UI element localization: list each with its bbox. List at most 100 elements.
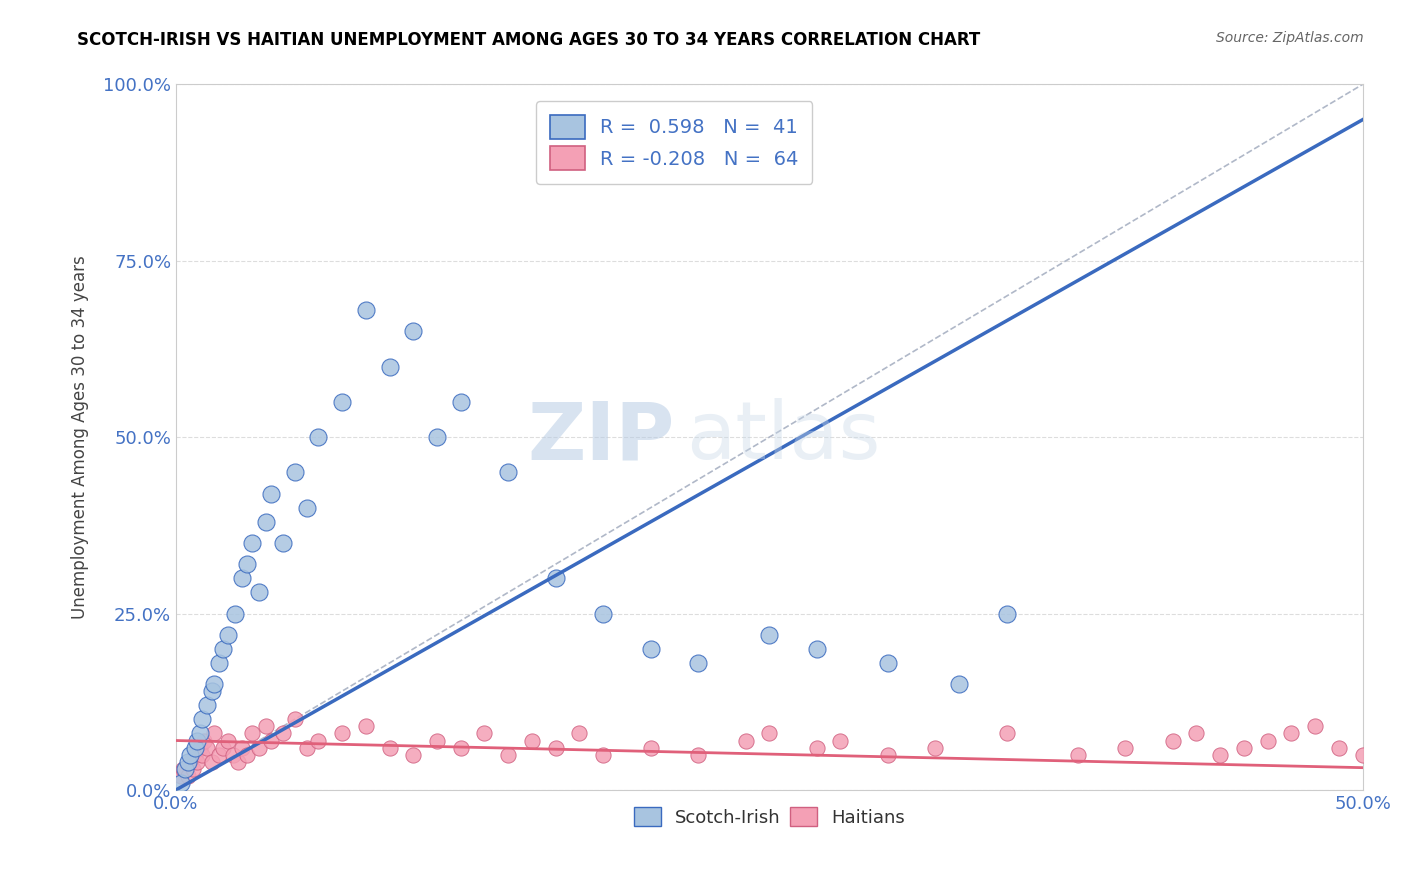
Point <box>1279 726 1302 740</box>
Point <box>254 515 277 529</box>
Point <box>177 769 200 783</box>
Point <box>426 430 449 444</box>
Legend: Scotch-Irish, Haitians: Scotch-Irish, Haitians <box>626 799 912 834</box>
Point <box>240 536 263 550</box>
Point <box>184 740 207 755</box>
Point <box>172 762 194 776</box>
Point <box>212 641 235 656</box>
Point <box>402 747 425 762</box>
Point <box>236 747 259 762</box>
Point <box>170 769 193 783</box>
Point <box>758 726 780 740</box>
Point <box>193 733 215 747</box>
Point <box>208 747 231 762</box>
Point <box>195 740 218 755</box>
Text: atlas: atlas <box>686 398 880 476</box>
Point <box>330 395 353 409</box>
Point <box>378 740 401 755</box>
Point <box>1114 740 1136 755</box>
Point <box>271 726 294 740</box>
Point <box>520 733 543 747</box>
Point <box>426 733 449 747</box>
Point <box>354 719 377 733</box>
Point <box>592 747 614 762</box>
Point <box>544 740 567 755</box>
Point <box>1067 747 1090 762</box>
Point <box>231 740 253 755</box>
Point <box>1209 747 1232 762</box>
Point <box>1185 726 1208 740</box>
Point <box>181 762 204 776</box>
Point <box>195 698 218 713</box>
Point <box>254 719 277 733</box>
Point <box>307 733 329 747</box>
Point <box>307 430 329 444</box>
Point <box>186 733 208 747</box>
Point <box>830 733 852 747</box>
Point <box>1327 740 1350 755</box>
Point <box>208 656 231 670</box>
Text: Source: ZipAtlas.com: Source: ZipAtlas.com <box>1216 31 1364 45</box>
Text: ZIP: ZIP <box>527 398 675 476</box>
Point <box>1233 740 1256 755</box>
Point <box>260 486 283 500</box>
Point <box>247 740 270 755</box>
Point <box>1161 733 1184 747</box>
Point <box>402 324 425 338</box>
Point <box>450 395 472 409</box>
Point <box>378 359 401 374</box>
Point <box>948 677 970 691</box>
Point <box>1399 747 1406 762</box>
Point <box>1386 740 1406 755</box>
Point <box>212 740 235 755</box>
Point <box>640 641 662 656</box>
Point <box>806 740 828 755</box>
Point <box>179 747 201 762</box>
Point <box>202 726 225 740</box>
Point <box>1375 747 1398 762</box>
Point <box>877 656 900 670</box>
Point <box>179 755 201 769</box>
Point <box>1257 733 1279 747</box>
Point <box>924 740 946 755</box>
Point <box>284 712 307 726</box>
Y-axis label: Unemployment Among Ages 30 to 34 years: Unemployment Among Ages 30 to 34 years <box>72 255 89 619</box>
Point <box>170 776 193 790</box>
Point <box>734 733 756 747</box>
Point <box>231 571 253 585</box>
Point <box>877 747 900 762</box>
Point <box>224 607 246 621</box>
Point <box>295 500 318 515</box>
Point <box>222 747 245 762</box>
Point <box>174 762 197 776</box>
Point <box>995 726 1018 740</box>
Point <box>184 747 207 762</box>
Point <box>1364 733 1386 747</box>
Point <box>806 641 828 656</box>
Point <box>284 466 307 480</box>
Point <box>496 466 519 480</box>
Point <box>236 557 259 571</box>
Point <box>496 747 519 762</box>
Point <box>1303 719 1326 733</box>
Point <box>200 755 222 769</box>
Point <box>226 755 249 769</box>
Point <box>186 755 208 769</box>
Text: SCOTCH-IRISH VS HAITIAN UNEMPLOYMENT AMONG AGES 30 TO 34 YEARS CORRELATION CHART: SCOTCH-IRISH VS HAITIAN UNEMPLOYMENT AMO… <box>77 31 980 49</box>
Point <box>217 733 239 747</box>
Point <box>568 726 591 740</box>
Point <box>354 303 377 318</box>
Point <box>191 747 214 762</box>
Point <box>202 677 225 691</box>
Point <box>330 726 353 740</box>
Point <box>1351 747 1374 762</box>
Point <box>688 747 710 762</box>
Point <box>188 740 211 755</box>
Point <box>200 684 222 698</box>
Point <box>474 726 496 740</box>
Point <box>640 740 662 755</box>
Point <box>688 656 710 670</box>
Point <box>240 726 263 740</box>
Point <box>271 536 294 550</box>
Point <box>995 607 1018 621</box>
